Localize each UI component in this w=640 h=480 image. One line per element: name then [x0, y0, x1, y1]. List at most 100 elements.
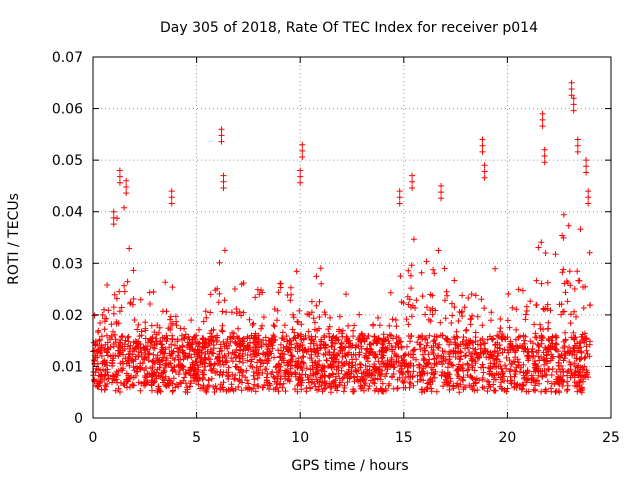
data-point	[508, 380, 515, 387]
data-point	[308, 298, 315, 305]
data-point	[392, 317, 399, 323]
data-point	[288, 341, 295, 348]
data-point	[455, 343, 462, 350]
data-point	[420, 377, 427, 384]
data-point	[284, 338, 291, 345]
data-point	[142, 343, 149, 350]
data-point	[149, 358, 156, 365]
data-point	[552, 389, 559, 396]
data-point	[164, 380, 171, 387]
data-point	[238, 387, 245, 394]
data-point	[135, 349, 142, 355]
data-point	[229, 385, 236, 392]
data-point	[328, 389, 334, 396]
data-point	[459, 292, 466, 299]
data-point	[424, 304, 430, 311]
data-point	[343, 333, 350, 340]
data-point	[351, 322, 358, 329]
data-point	[513, 364, 520, 371]
data-point	[317, 265, 324, 272]
data-point	[470, 345, 477, 352]
data-point	[536, 357, 543, 364]
data-point	[157, 361, 164, 368]
data-point	[365, 385, 372, 392]
data-point	[274, 378, 280, 385]
data-point	[333, 356, 340, 363]
data-point	[462, 384, 469, 391]
data-point	[572, 368, 579, 374]
data-point	[496, 328, 503, 335]
data-point	[565, 222, 572, 229]
data-point	[118, 334, 125, 340]
data-point	[480, 369, 487, 376]
data-point	[559, 269, 566, 276]
data-point	[341, 360, 347, 367]
data-point	[247, 363, 254, 369]
data-point	[388, 360, 395, 367]
data-point	[91, 312, 98, 319]
data-point	[275, 347, 282, 354]
data-point	[249, 322, 256, 328]
data-point	[492, 265, 499, 272]
data-point	[474, 387, 481, 393]
data-point	[221, 297, 228, 304]
data-point	[314, 364, 321, 371]
data-point	[97, 367, 104, 374]
data-point	[116, 288, 123, 295]
data-point	[129, 382, 136, 389]
peak-point	[568, 79, 575, 86]
data-point	[233, 310, 240, 317]
data-point	[472, 292, 479, 299]
data-point	[423, 360, 430, 367]
data-point	[175, 354, 181, 360]
data-point	[449, 362, 456, 369]
y-tick-label: 0	[74, 411, 83, 427]
data-point	[252, 294, 259, 301]
data-point	[532, 361, 539, 368]
data-point	[242, 374, 249, 381]
data-point	[371, 376, 378, 383]
data-point	[506, 357, 513, 364]
data-point	[236, 342, 243, 349]
data-point	[403, 360, 410, 367]
data-point	[406, 384, 413, 391]
data-point	[208, 375, 215, 382]
data-point	[308, 348, 315, 355]
data-point	[582, 354, 589, 361]
data-point	[346, 349, 352, 356]
data-point	[151, 329, 158, 336]
data-point	[544, 279, 551, 286]
data-point	[498, 365, 505, 372]
data-point	[284, 292, 291, 298]
data-point	[465, 361, 471, 368]
data-point	[262, 334, 269, 341]
data-point	[356, 360, 363, 367]
data-point	[394, 340, 401, 347]
data-point	[447, 375, 454, 382]
data-point	[356, 351, 363, 358]
data-point	[228, 381, 235, 388]
data-point	[574, 388, 581, 395]
peak-point	[409, 172, 416, 179]
data-point	[366, 367, 373, 374]
data-point	[229, 349, 236, 356]
data-point	[110, 343, 117, 350]
data-point	[211, 361, 218, 368]
data-point	[110, 304, 117, 311]
data-point	[280, 357, 287, 364]
data-point	[504, 385, 511, 392]
data-point	[330, 350, 337, 356]
data-point	[559, 366, 566, 373]
data-point	[272, 364, 279, 371]
data-point	[431, 374, 438, 381]
data-point	[110, 352, 117, 359]
data-point	[117, 349, 124, 356]
data-point	[169, 320, 176, 327]
data-point	[447, 359, 454, 366]
data-point	[312, 319, 318, 326]
data-point	[397, 273, 404, 280]
data-point	[107, 334, 113, 341]
data-point	[522, 333, 529, 340]
data-point	[258, 359, 265, 366]
data-point	[290, 314, 297, 321]
